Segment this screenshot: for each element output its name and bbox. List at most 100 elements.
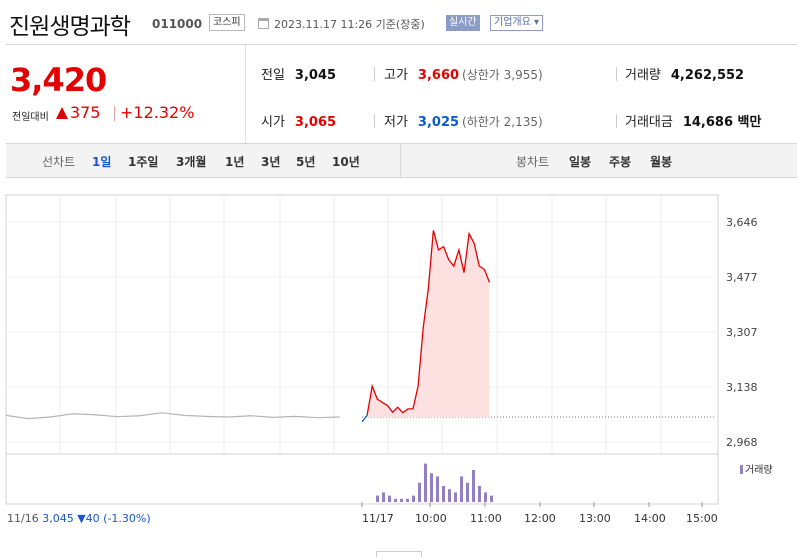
y-tick: 3,646 — [726, 216, 758, 229]
divider — [374, 114, 375, 128]
divider — [374, 67, 375, 81]
change-label: 전일대비 — [12, 112, 49, 123]
realtime-button[interactable]: 실시간 — [446, 15, 480, 31]
open-label: 시가 — [261, 115, 285, 130]
prev-day-pct: (-1.30%) — [103, 512, 151, 525]
series-today — [366, 230, 491, 416]
volume-legend: 거래량 — [740, 461, 773, 476]
volume-bar — [454, 492, 457, 502]
period-3y[interactable]: 3년 — [261, 155, 281, 169]
series-today-area — [367, 230, 490, 418]
divider — [616, 114, 617, 128]
open-price: 시가 3,065 — [261, 111, 336, 130]
period-5y[interactable]: 5년 — [296, 155, 316, 169]
volume-bar — [442, 486, 445, 502]
stock-header: 진원생명과학 011000 코스피 2023.11.17 11:26 기준(장중… — [0, 0, 797, 44]
price-change-percent: +12.32% — [120, 103, 195, 122]
low-price: 저가 3,025 (하한가 2,135) — [384, 111, 543, 130]
y-tick: 3,307 — [726, 326, 758, 339]
chart-frame — [5, 194, 719, 455]
y-tick: 3,138 — [726, 381, 758, 394]
divider — [616, 67, 617, 81]
volume-bar — [394, 498, 397, 502]
x-tick: 11:00 — [470, 512, 502, 525]
y-tick: 2,968 — [726, 436, 758, 449]
volume-bar — [424, 463, 427, 502]
volume-frame — [5, 453, 719, 505]
volume-bar — [478, 486, 481, 502]
prev-day-change: ▼40 — [77, 512, 100, 525]
volume-bar — [460, 476, 463, 502]
prev-day-summary: 11/16 3,045 ▼40 (-1.30%) — [7, 512, 151, 525]
volume-legend-label: 거래량 — [745, 465, 773, 476]
volume-bar — [418, 482, 421, 502]
calendar-icon — [258, 18, 269, 29]
volume-bar — [448, 489, 451, 502]
x-tick: 14:00 — [634, 512, 666, 525]
candle-chart-title: 봉차트 — [516, 155, 550, 169]
open-value: 3,065 — [294, 115, 337, 130]
lower-limit: (하한가 2,135) — [462, 115, 543, 129]
low-label: 저가 — [384, 115, 408, 130]
volume-bar — [436, 476, 439, 502]
price-change-value: 375 — [70, 103, 101, 122]
low-value: 3,025 — [417, 115, 460, 130]
volume-bar — [388, 495, 391, 502]
price-change: 375 — [56, 103, 101, 122]
up-arrow-icon — [56, 107, 68, 119]
stock-code: 011000 — [152, 17, 203, 31]
stock-name[interactable]: 진원생명과학 — [9, 14, 131, 40]
amount-value: 14,686 백만 — [682, 115, 762, 130]
high-value: 3,660 — [417, 68, 460, 83]
volume: 거래량 4,262,552 — [625, 64, 744, 83]
series-today-down — [361, 414, 368, 423]
x-tick: 13:00 — [579, 512, 611, 525]
volume-label: 거래량 — [625, 68, 661, 83]
line-chart-title: 선차트 — [42, 155, 76, 169]
volume-bar — [412, 495, 415, 502]
series-prev-day — [5, 412, 340, 420]
prev-close-label: 전일 — [261, 68, 285, 83]
prev-close: 전일 3,045 — [261, 64, 336, 83]
high-label: 고가 — [384, 68, 408, 83]
timestamp: 2023.11.17 11:26 기준(장중) — [274, 18, 425, 31]
candle-monthly[interactable]: 월봉 — [650, 155, 673, 169]
period-3m[interactable]: 3개월 — [176, 155, 207, 169]
volume-bar — [382, 492, 385, 502]
period-1w[interactable]: 1주일 — [128, 155, 159, 169]
x-tick: 10:00 — [415, 512, 447, 525]
current-price-box: 3,420 전일대비 375 +12.32% — [6, 45, 246, 143]
divider — [400, 144, 401, 177]
volume-bar — [376, 495, 379, 502]
volume-bar — [490, 495, 493, 502]
volume-bar — [466, 482, 469, 502]
market-badge: 코스피 — [209, 14, 245, 31]
volume-swatch — [740, 465, 743, 474]
volume-bar — [484, 492, 487, 502]
prev-close-value: 3,045 — [294, 68, 337, 83]
x-tick: 11/17 — [362, 512, 394, 525]
trade-amount: 거래대금 14,686 백만 — [625, 111, 761, 130]
period-bar: 선차트 1일 1주일 3개월 1년 3년 5년 10년 봉차트 일봉 주봉 월봉 — [6, 144, 797, 178]
candle-weekly[interactable]: 주봉 — [609, 155, 632, 169]
x-tick: 12:00 — [524, 512, 556, 525]
volume-bar — [472, 470, 475, 502]
amount-label: 거래대금 — [625, 115, 673, 130]
period-10y[interactable]: 10년 — [332, 155, 360, 169]
upper-limit: (상한가 3,955) — [462, 68, 543, 82]
high-price: 고가 3,660 (상한가 3,955) — [384, 64, 543, 83]
period-1d[interactable]: 1일 — [92, 155, 112, 169]
prev-day-close: 3,045 — [42, 512, 74, 525]
candle-daily[interactable]: 일봉 — [569, 155, 592, 169]
prev-day-date: 11/16 — [7, 512, 39, 525]
y-tick: 3,477 — [726, 271, 758, 284]
volume-bar — [406, 498, 409, 502]
divider — [114, 106, 115, 121]
scroll-handle[interactable] — [376, 551, 422, 557]
price-summary: 3,420 전일대비 375 +12.32% 전일 3,045 고가 3,660 (상… — [6, 44, 797, 144]
volume-bar — [400, 498, 403, 502]
current-price: 3,420 — [10, 61, 107, 99]
period-1y[interactable]: 1년 — [225, 155, 245, 169]
company-overview-dropdown[interactable]: 기업개요 ▾ — [490, 15, 543, 31]
